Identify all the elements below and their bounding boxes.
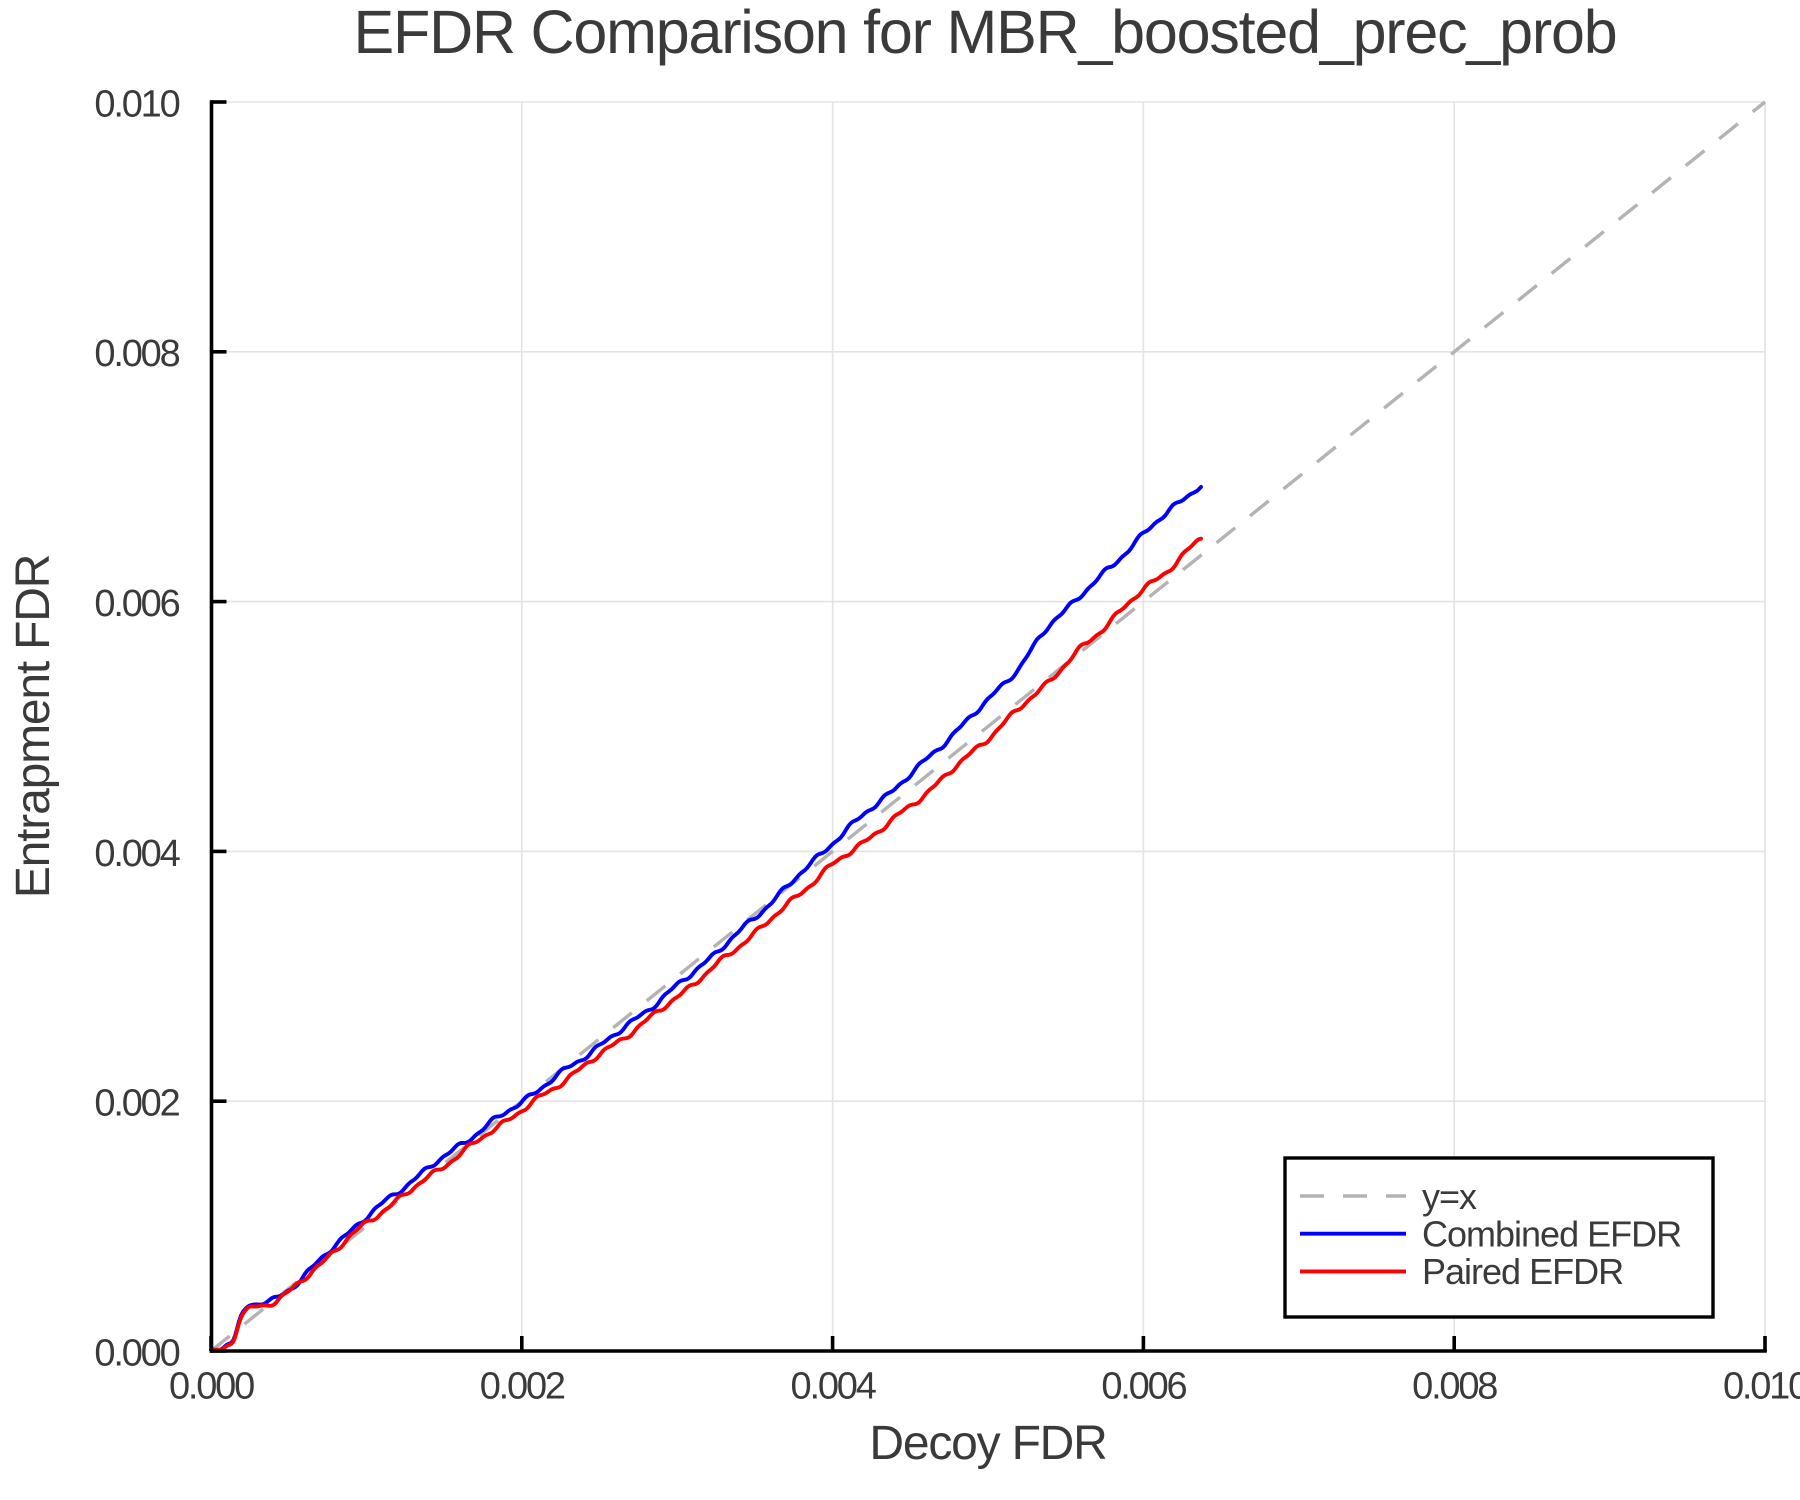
- svg-text:0.000: 0.000: [169, 1366, 254, 1408]
- svg-text:Decoy FDR: Decoy FDR: [869, 1417, 1106, 1470]
- svg-text:0.008: 0.008: [94, 333, 179, 375]
- svg-text:0.002: 0.002: [480, 1366, 565, 1408]
- svg-text:Entrapment FDR: Entrapment FDR: [7, 555, 60, 898]
- svg-text:y=x: y=x: [1422, 1176, 1477, 1217]
- svg-text:0.000: 0.000: [94, 1332, 179, 1374]
- svg-text:Combined EFDR: Combined EFDR: [1422, 1214, 1681, 1255]
- svg-text:0.004: 0.004: [94, 833, 180, 875]
- svg-text:EFDR Comparison for MBR_booste: EFDR Comparison for MBR_boosted_prec_pro…: [354, 0, 1617, 66]
- svg-text:0.002: 0.002: [94, 1083, 179, 1125]
- svg-text:0.010: 0.010: [1723, 1366, 1800, 1408]
- svg-text:0.010: 0.010: [94, 83, 179, 125]
- svg-text:0.006: 0.006: [94, 583, 179, 625]
- svg-text:0.008: 0.008: [1412, 1366, 1497, 1408]
- svg-text:0.004: 0.004: [791, 1366, 877, 1408]
- svg-text:0.006: 0.006: [1101, 1366, 1186, 1408]
- svg-text:Paired EFDR: Paired EFDR: [1422, 1251, 1623, 1292]
